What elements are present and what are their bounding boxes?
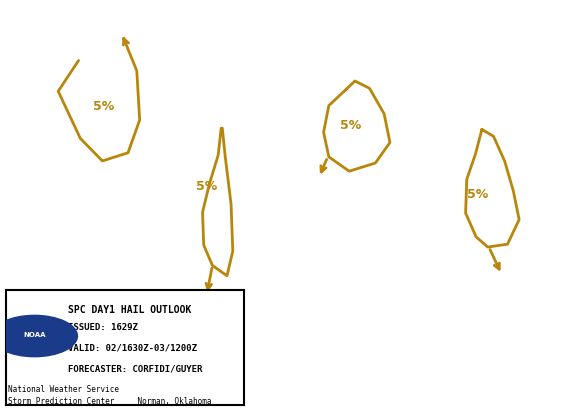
Text: 5%: 5% [467, 188, 488, 201]
Text: National Weather Service: National Weather Service [8, 384, 119, 393]
Text: NOAA: NOAA [23, 331, 46, 337]
Text: Storm Prediction Center     Norman, Oklahoma: Storm Prediction Center Norman, Oklahoma [8, 396, 212, 405]
Text: SPC DAY1 HAIL OUTLOOK: SPC DAY1 HAIL OUTLOOK [68, 304, 191, 314]
Text: 5%: 5% [93, 100, 114, 113]
Text: ISSUED: 1629Z: ISSUED: 1629Z [68, 322, 138, 331]
Circle shape [0, 316, 77, 357]
Text: VALID: 02/1630Z-03/1200Z: VALID: 02/1630Z-03/1200Z [68, 343, 197, 352]
Text: FORECASTER: CORFIDI/GUYER: FORECASTER: CORFIDI/GUYER [68, 364, 202, 373]
Text: 5%: 5% [340, 118, 361, 131]
Text: 5%: 5% [196, 180, 217, 193]
